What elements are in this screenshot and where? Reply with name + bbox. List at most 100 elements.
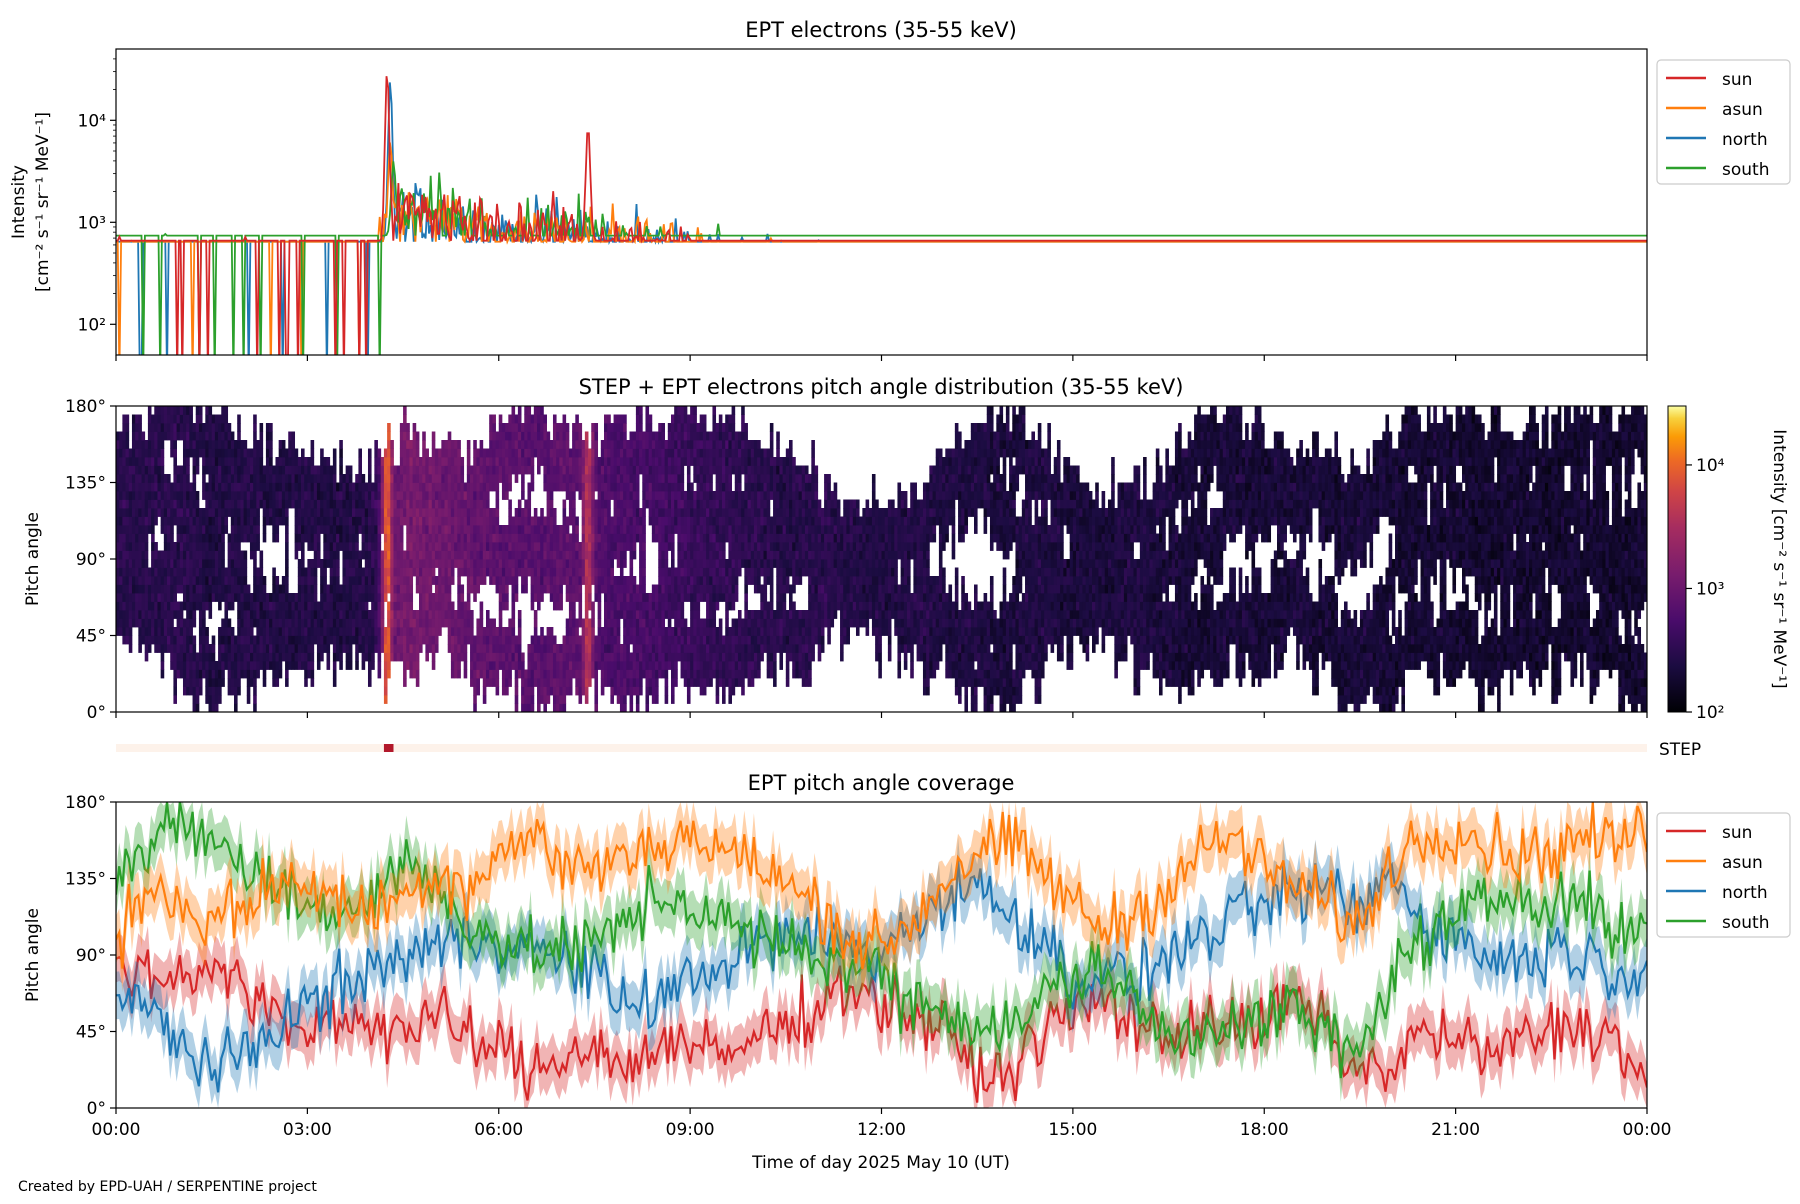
heatmap-cell	[658, 559, 662, 568]
heatmap-cell	[263, 534, 267, 543]
heatmap-cell	[260, 491, 264, 500]
heatmap-cell	[215, 508, 219, 517]
heatmap-cell	[671, 627, 675, 636]
heatmap-cell	[617, 423, 621, 432]
heatmap-cell	[301, 636, 305, 645]
heatmap-cell	[515, 636, 519, 645]
heatmap-cell	[617, 687, 621, 696]
heatmap-cell	[374, 466, 378, 475]
heatmap-cell	[320, 457, 324, 466]
heatmap-cell	[352, 636, 356, 645]
heatmap-cell	[489, 474, 493, 483]
heatmap-cell	[435, 449, 439, 458]
heatmap-cell	[677, 653, 681, 662]
heatmap-cell	[448, 534, 452, 543]
heatmap-cell	[697, 440, 701, 449]
heatmap-cell	[435, 517, 439, 526]
heatmap-cell	[362, 619, 366, 628]
heatmap-cell	[142, 602, 146, 611]
heatmap-cell	[457, 644, 461, 653]
heatmap-cell	[575, 644, 579, 653]
heatmap-cell	[228, 636, 232, 645]
heatmap-cell	[527, 644, 531, 653]
heatmap-cell	[559, 644, 563, 653]
heatmap-cell	[247, 636, 251, 645]
heatmap-cell	[636, 457, 640, 466]
heatmap-cell	[311, 576, 315, 585]
heatmap-cell	[180, 525, 184, 534]
heatmap-cell	[499, 653, 503, 662]
heatmap-cell	[327, 551, 331, 560]
heatmap-cell	[199, 525, 203, 534]
heatmap-cell	[607, 483, 611, 492]
heatmap-cell	[563, 525, 567, 534]
heatmap-cell	[665, 491, 669, 500]
heatmap-cell	[671, 661, 675, 670]
heatmap-cell	[585, 500, 589, 509]
heatmap-cell	[617, 576, 621, 585]
heatmap-cell	[636, 432, 640, 441]
heatmap-cell	[496, 432, 500, 441]
heatmap-cell	[697, 542, 701, 551]
heatmap-cell	[170, 423, 174, 432]
heatmap-cell	[224, 636, 228, 645]
heatmap-cell	[441, 534, 445, 543]
heatmap-cell	[164, 610, 168, 619]
heatmap-cell	[186, 483, 190, 492]
heatmap-cell	[231, 525, 235, 534]
heatmap-cell	[161, 517, 165, 526]
heatmap-cell	[279, 517, 283, 526]
heatmap-cell	[304, 457, 308, 466]
heatmap-cell	[142, 542, 146, 551]
heatmap-cell	[633, 483, 637, 492]
heatmap-cell	[180, 585, 184, 594]
heatmap-cell	[406, 610, 410, 619]
heatmap-cell	[228, 670, 232, 679]
heatmap-cell	[145, 593, 149, 602]
heatmap-cell	[512, 432, 516, 441]
heatmap-cell	[231, 466, 235, 475]
heatmap-cell	[476, 551, 480, 560]
heatmap-cell	[247, 670, 251, 679]
heatmap-cell	[378, 670, 382, 679]
heatmap-cell	[298, 483, 302, 492]
heatmap-cell	[547, 542, 551, 551]
heatmap-cell	[534, 593, 538, 602]
heatmap-cell	[205, 678, 209, 687]
heatmap-cell	[400, 440, 404, 449]
heatmap-cell	[358, 525, 362, 534]
intensity-line-sun	[116, 76, 1647, 375]
heatmap-cell	[193, 636, 197, 645]
heatmap-cell	[515, 585, 519, 594]
heatmap-cell	[690, 576, 694, 585]
heatmap-cell	[553, 559, 557, 568]
heatmap-cell	[703, 670, 707, 679]
heatmap-cell	[393, 627, 397, 636]
heatmap-cell	[480, 440, 484, 449]
heatmap-cell	[614, 551, 618, 560]
heatmap-cell	[575, 585, 579, 594]
heatmap-cell	[547, 627, 551, 636]
heatmap-cell	[508, 653, 512, 662]
heatmap-cell	[138, 534, 142, 543]
heatmap-cell	[416, 585, 420, 594]
heatmap-cell	[272, 661, 276, 670]
heatmap-cell	[199, 619, 203, 628]
heatmap-cell	[378, 525, 382, 534]
heatmap-cell	[234, 474, 238, 483]
heatmap-cell	[161, 644, 165, 653]
heatmap-cell	[285, 627, 289, 636]
heatmap-cell	[473, 559, 477, 568]
heatmap-cell	[307, 585, 311, 594]
heatmap-cell	[173, 542, 177, 551]
heatmap-cell	[180, 406, 184, 415]
heatmap-cell	[524, 508, 528, 517]
heatmap-cell	[435, 525, 439, 534]
heatmap-cell	[684, 644, 688, 653]
heatmap-cell	[639, 568, 643, 577]
heatmap-cell	[205, 576, 209, 585]
heatmap-cell	[556, 432, 560, 441]
heatmap-cell	[371, 534, 375, 543]
heatmap-cell	[655, 636, 659, 645]
heatmap-cell	[633, 449, 637, 458]
